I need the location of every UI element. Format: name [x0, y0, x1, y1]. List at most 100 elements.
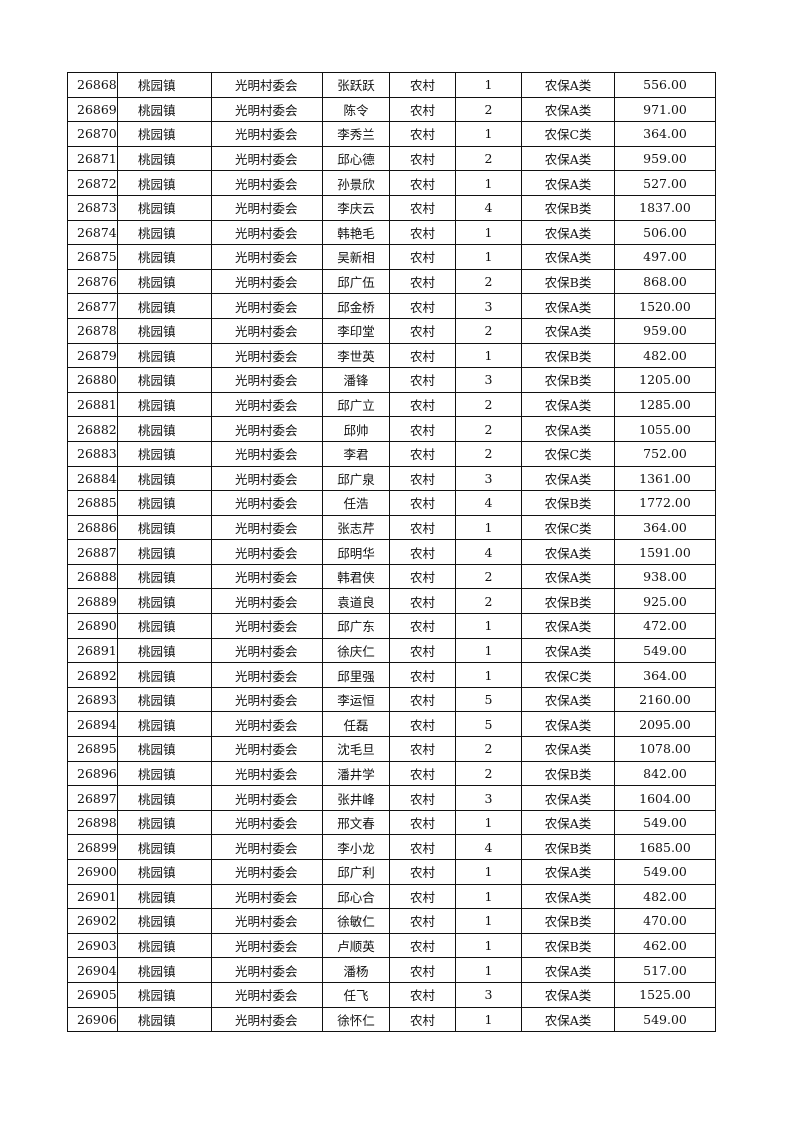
cell-town: 桃园镇	[117, 293, 212, 319]
cell-town: 桃园镇	[117, 908, 212, 934]
table-row: 26879 桃园镇 光明村委会 李世英 农村 1 农保B类 482.00	[67, 342, 716, 369]
cell-committee: 光明村委会	[211, 465, 323, 492]
cell-category: 农保A类	[521, 219, 615, 246]
cell-id: 26878	[67, 317, 118, 344]
cell-id: 26883	[67, 440, 118, 467]
cell-persons: 1	[455, 219, 522, 246]
cell-town: 桃园镇	[117, 490, 212, 516]
cell-amount: 364.00	[614, 662, 716, 688]
cell-name: 邱广泉	[322, 465, 390, 492]
cell-town: 桃园镇	[117, 416, 212, 442]
table-row: 26899 桃园镇 光明村委会 李小龙 农村 4 农保B类 1685.00	[67, 834, 716, 860]
cell-persons: 1	[455, 613, 522, 639]
cell-type: 农村	[389, 539, 456, 565]
cell-town: 桃园镇	[117, 145, 212, 172]
cell-type: 农村	[389, 785, 456, 811]
cell-committee: 光明村委会	[211, 416, 323, 442]
cell-amount: 482.00	[614, 342, 716, 369]
table-row: 26890 桃园镇 光明村委会 邱广东 农村 1 农保A类 472.00	[67, 613, 716, 639]
cell-committee: 光明村委会	[211, 194, 323, 221]
cell-id: 26880	[67, 367, 118, 393]
cell-town: 桃园镇	[117, 760, 212, 787]
cell-persons: 3	[455, 465, 522, 492]
cell-amount: 1205.00	[614, 367, 716, 393]
cell-id: 26896	[67, 760, 118, 787]
cell-committee: 光明村委会	[211, 736, 323, 762]
table-row: 26906 桃园镇 光明村委会 徐怀仁 农村 1 农保A类 549.00	[67, 1006, 716, 1033]
cell-category: 农保C类	[521, 440, 615, 467]
table-row: 26892 桃园镇 光明村委会 邱里强 农村 1 农保C类 364.00	[67, 662, 716, 688]
cell-id: 26905	[67, 981, 118, 1008]
cell-id: 26898	[67, 809, 118, 836]
cell-name: 邱广利	[322, 859, 390, 885]
cell-type: 农村	[389, 96, 456, 123]
cell-name: 任浩	[322, 490, 390, 516]
cell-type: 农村	[389, 72, 456, 98]
cell-id: 26890	[67, 613, 118, 639]
cell-name: 李小龙	[322, 834, 390, 860]
cell-persons: 2	[455, 563, 522, 590]
cell-committee: 光明村委会	[211, 440, 323, 467]
cell-category: 农保A类	[521, 293, 615, 319]
cell-amount: 527.00	[614, 170, 716, 196]
cell-id: 26869	[67, 96, 118, 123]
cell-amount: 925.00	[614, 588, 716, 615]
cell-type: 农村	[389, 981, 456, 1008]
cell-persons: 3	[455, 367, 522, 393]
cell-type: 农村	[389, 465, 456, 492]
cell-name: 潘井学	[322, 760, 390, 787]
cell-type: 农村	[389, 317, 456, 344]
cell-category: 农保A类	[521, 785, 615, 811]
cell-name: 邱心德	[322, 145, 390, 172]
cell-town: 桃园镇	[117, 981, 212, 1008]
cell-category: 农保A类	[521, 96, 615, 123]
cell-persons: 5	[455, 686, 522, 713]
cell-id: 26897	[67, 785, 118, 811]
cell-type: 农村	[389, 883, 456, 910]
cell-type: 农村	[389, 1006, 456, 1033]
cell-type: 农村	[389, 932, 456, 959]
cell-town: 桃园镇	[117, 662, 212, 688]
cell-category: 农保A类	[521, 686, 615, 713]
cell-name: 邱金桥	[322, 293, 390, 319]
cell-category: 农保B类	[521, 268, 615, 295]
cell-type: 农村	[389, 514, 456, 541]
cell-committee: 光明村委会	[211, 859, 323, 885]
cell-name: 邱明华	[322, 539, 390, 565]
cell-type: 农村	[389, 736, 456, 762]
cell-committee: 光明村委会	[211, 809, 323, 836]
cell-persons: 1	[455, 1006, 522, 1033]
cell-town: 桃园镇	[117, 883, 212, 910]
cell-category: 农保C类	[521, 514, 615, 541]
cell-name: 李庆云	[322, 194, 390, 221]
cell-town: 桃园镇	[117, 637, 212, 664]
cell-amount: 517.00	[614, 957, 716, 983]
cell-amount: 482.00	[614, 883, 716, 910]
cell-type: 农村	[389, 563, 456, 590]
cell-committee: 光明村委会	[211, 317, 323, 344]
table-row: 26888 桃园镇 光明村委会 韩君侠 农村 2 农保A类 938.00	[67, 563, 716, 590]
cell-id: 26875	[67, 244, 118, 270]
table-row: 26894 桃园镇 光明村委会 任磊 农村 5 农保A类 2095.00	[67, 711, 716, 738]
cell-persons: 1	[455, 883, 522, 910]
cell-committee: 光明村委会	[211, 1006, 323, 1033]
cell-committee: 光明村委会	[211, 932, 323, 959]
cell-committee: 光明村委会	[211, 662, 323, 688]
table-row: 26901 桃园镇 光明村委会 邱心合 农村 1 农保A类 482.00	[67, 883, 716, 910]
cell-amount: 506.00	[614, 219, 716, 246]
table-row: 26904 桃园镇 光明村委会 潘杨 农村 1 农保A类 517.00	[67, 957, 716, 983]
cell-amount: 842.00	[614, 760, 716, 787]
cell-committee: 光明村委会	[211, 908, 323, 934]
cell-amount: 938.00	[614, 563, 716, 590]
cell-type: 农村	[389, 711, 456, 738]
cell-amount: 1837.00	[614, 194, 716, 221]
cell-town: 桃园镇	[117, 859, 212, 885]
records-table: 26868 桃园镇 光明村委会 张跃跃 农村 1 农保A类 556.00 26869 桃园镇 光明村…	[67, 72, 716, 1033]
cell-category: 农保B类	[521, 834, 615, 860]
cell-committee: 光明村委会	[211, 834, 323, 860]
cell-type: 农村	[389, 293, 456, 319]
cell-committee: 光明村委会	[211, 96, 323, 123]
cell-category: 农保A类	[521, 317, 615, 344]
cell-type: 农村	[389, 908, 456, 934]
cell-committee: 光明村委会	[211, 514, 323, 541]
